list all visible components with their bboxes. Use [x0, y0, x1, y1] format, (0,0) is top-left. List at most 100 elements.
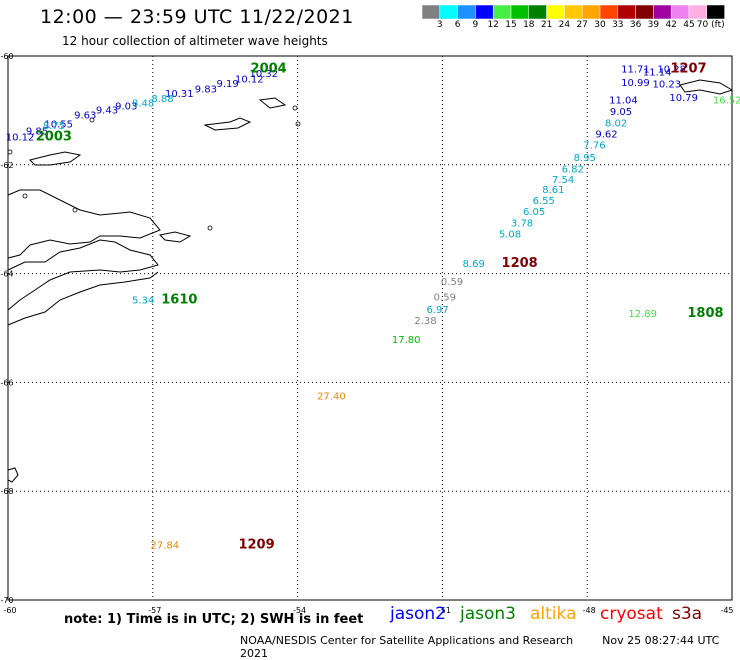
wave-height-value: 11.71: [621, 64, 650, 75]
wave-height-value: 8.69: [463, 259, 485, 270]
latitude-tick-label: -70: [0, 596, 13, 605]
colorbar-tick-label: 6: [454, 20, 461, 30]
wave-height-value: 10.99: [621, 78, 650, 89]
wave-height-value: 9.03: [115, 101, 137, 112]
wave-height-value: 6.05: [523, 207, 545, 218]
wave-height-value: 3.78: [511, 218, 533, 229]
longitude-tick-label: -48: [583, 606, 596, 615]
wave-height-value: 8.95: [574, 153, 596, 164]
latitude-tick-label: -60: [0, 52, 13, 61]
latitude-tick-label: -66: [0, 378, 13, 387]
colorbar-tick-label: 36: [629, 20, 642, 30]
wave-height-value: 8.88: [151, 94, 173, 105]
wave-height-value: 10.23: [653, 80, 682, 91]
island: [7, 149, 13, 155]
wave-height-value: 8.61: [542, 185, 564, 196]
map-title: 12:00 — 23:59 UTC 11/22/2021: [40, 6, 354, 28]
longitude-tick-label: -45: [720, 606, 733, 615]
coastline: [7, 467, 19, 483]
island: [22, 193, 28, 199]
mission-legend-s3a: s3a: [672, 604, 703, 624]
wave-height-value: 17.80: [392, 335, 421, 346]
coastline: [7, 271, 159, 326]
wave-height-value: 16.52: [713, 95, 740, 106]
coastline: [7, 239, 159, 311]
wave-height-value: 5.34: [132, 296, 154, 307]
wave-height-value: 27.40: [317, 391, 346, 402]
island: [295, 121, 301, 127]
longitude-tick-label: -57: [148, 606, 161, 615]
coastline: [258, 97, 287, 109]
island: [89, 117, 95, 123]
pass-time-label: 1209: [238, 537, 274, 552]
wave-height-value: 27.84: [151, 540, 180, 551]
wave-height-value: 0.59: [441, 277, 463, 288]
wave-height-value: 9.83: [195, 84, 217, 95]
longitude-tick-label: -60: [3, 606, 16, 615]
colorbar-tick-label: 24: [558, 20, 571, 30]
longitude-tick-label: -51: [438, 606, 451, 615]
footer-credit: NOAA/NESDIS Center for Satellite Applica…: [240, 634, 740, 660]
colorbar-tick-label: 42: [665, 20, 677, 30]
pass-time-label: 2004: [251, 61, 287, 76]
coastline: [158, 231, 192, 243]
coastline: [7, 189, 161, 259]
wave-height-value: 10.12: [235, 75, 264, 86]
colorbar-swatch: [706, 4, 725, 20]
pass-time-label: 1207: [670, 61, 706, 76]
wave-height-value: 8.75: [43, 121, 65, 132]
latitude-tick-label: -64: [0, 270, 13, 279]
colorbar-tick-label: 27: [576, 20, 588, 30]
wave-height-value: 9.85: [26, 126, 48, 137]
colorbar-tick-label: 15: [505, 20, 517, 30]
wave-height-value: 10.31: [165, 89, 194, 100]
mission-legend-cryosat: cryosat: [600, 604, 663, 624]
credit-text: NOAA/NESDIS Center for Satellite Applica…: [240, 634, 574, 647]
island: [292, 105, 298, 111]
wave-height-value: 10.79: [669, 93, 698, 104]
wave-height-value: 9.62: [595, 130, 617, 141]
latitude-tick-label: -62: [0, 161, 13, 170]
wave-height-value: 9.05: [610, 107, 632, 118]
mission-legend-jason2: jason2: [390, 604, 446, 624]
colorbar-tick-label: 3: [436, 20, 443, 30]
island: [72, 207, 78, 213]
colorbar-tick-label: 21: [540, 20, 553, 30]
colorbar-tick-label: 18: [523, 20, 535, 30]
coastline: [679, 79, 734, 95]
wave-height-value: 0.59: [434, 292, 456, 303]
colorbar-tick-label: 33: [612, 20, 624, 30]
wave-height-value: 11.14: [643, 68, 672, 79]
mission-legend-jason3: jason3: [460, 604, 516, 624]
wave-height-value: 9.19: [216, 79, 238, 90]
coastline: [203, 117, 252, 131]
wave-height-value: 8.48: [132, 99, 154, 110]
wave-height-value: 11.04: [609, 95, 638, 106]
coastline: [29, 151, 82, 166]
pass-time-label: 1208: [502, 256, 538, 271]
wave-height-value: 12.89: [628, 309, 657, 320]
wave-height-value: 5.08: [499, 230, 521, 241]
colorbar-tick-label: 30: [594, 20, 606, 30]
wave-height-value: 6.55: [533, 196, 555, 207]
pass-time-label: 1610: [161, 293, 197, 308]
island: [207, 225, 213, 231]
wave-height-value: 7.54: [552, 175, 574, 186]
wave-height-value: 8.02: [605, 119, 627, 130]
pass-time-label: 1808: [687, 306, 723, 321]
longitude-tick-label: -54: [293, 606, 306, 615]
mission-legend-altika: altika: [530, 604, 577, 624]
pass-time-label: 2003: [36, 129, 72, 144]
wave-height-value: 9.63: [74, 111, 96, 122]
map-subtitle: 12 hour collection of altimeter wave hei…: [62, 34, 328, 48]
latitude-tick-label: -68: [0, 487, 13, 496]
wave-height-value: 9.43: [96, 106, 118, 117]
colorbar-tick-label: 70 (ft): [696, 20, 725, 30]
colorbar-tick-label: 45: [683, 20, 695, 30]
colorbar: [421, 4, 725, 20]
colorbar-tick-label: 12: [487, 20, 499, 30]
wave-height-value: 10.55: [44, 119, 73, 130]
wave-height-value: 2.38: [414, 316, 436, 327]
